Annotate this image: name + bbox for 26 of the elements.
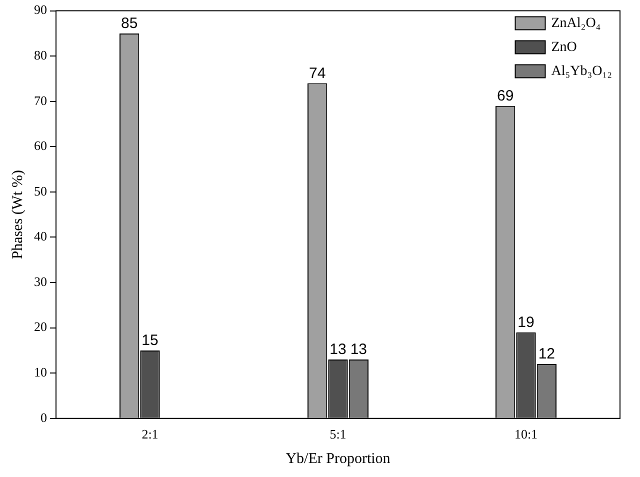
y-tick-label: 90	[34, 2, 47, 18]
x-axis-title: Yb/Er Proportion	[286, 450, 391, 467]
x-tick-label: 10:1	[514, 426, 538, 442]
data-label: 74	[308, 64, 326, 82]
data-label: 85	[120, 15, 138, 32]
x-tick-label: 2:1	[142, 426, 158, 442]
y-tick-label: 10	[34, 364, 47, 380]
y-tick-label: 70	[34, 92, 47, 108]
y-tick-label: 60	[34, 138, 47, 154]
y-axis-title: Phases (Wt %)	[10, 170, 26, 260]
y-tick-label: 40	[34, 228, 47, 244]
data-label: 19	[518, 314, 534, 331]
y-tick-label: 80	[34, 48, 47, 63]
data-label: 12	[538, 346, 556, 363]
data-label: 13	[350, 341, 368, 358]
y-tick-label: 50	[34, 183, 47, 198]
legend-label: ZnO	[551, 40, 577, 55]
legend-label: ZnAl₂O₄	[551, 16, 601, 31]
data-label: 15	[142, 332, 158, 350]
data-label: 13	[330, 341, 346, 358]
y-tick-label: 20	[34, 319, 47, 334]
legend-label: Al₅Yb₃O₁₂	[551, 64, 612, 79]
y-tick-label: 30	[34, 274, 47, 289]
x-tick-label: 5:1	[330, 426, 346, 442]
y-tick-label: 0	[40, 410, 47, 425]
data-label: 69	[496, 88, 514, 105]
